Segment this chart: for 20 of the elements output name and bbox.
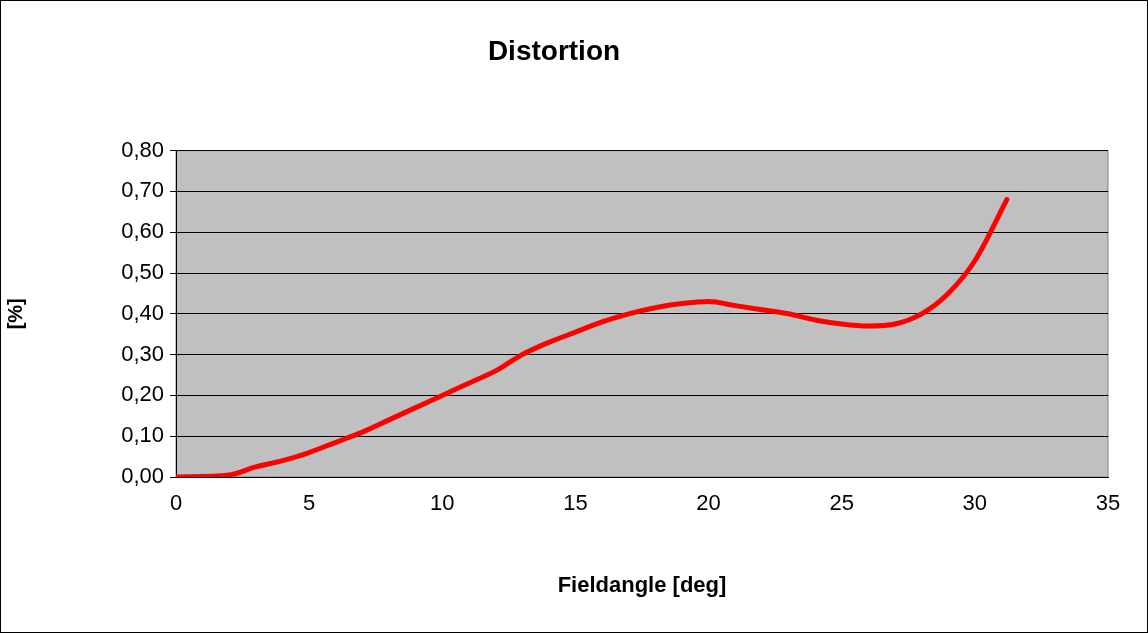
y-tick-label: 0,80 — [121, 136, 164, 162]
y-tick-label: 0,20 — [121, 381, 164, 407]
y-tick-label: 0,40 — [121, 299, 164, 325]
x-tick-label: 30 — [962, 490, 988, 516]
y-axis-title: [%] — [3, 298, 26, 330]
y-tick-label: 0,50 — [121, 259, 164, 285]
x-tick-label: 5 — [303, 490, 316, 516]
x-tick-label: 0 — [169, 490, 183, 516]
y-tick-label: 0,10 — [121, 422, 164, 448]
y-tick-label: 0,30 — [121, 340, 164, 366]
x-tick-label: 10 — [430, 490, 455, 516]
y-tick-label: 0,60 — [121, 218, 164, 244]
chart-title: Distortion — [487, 34, 621, 66]
x-axis-title: Fieldangle [deg] — [557, 571, 727, 597]
x-tick-label: 35 — [1095, 490, 1121, 516]
y-tick-label: 0,00 — [121, 463, 164, 489]
x-tick-label: 20 — [696, 490, 721, 516]
y-tick-label: 0,70 — [121, 177, 164, 203]
x-tick-label: 25 — [829, 490, 854, 516]
x-tick-label: 15 — [563, 490, 588, 516]
